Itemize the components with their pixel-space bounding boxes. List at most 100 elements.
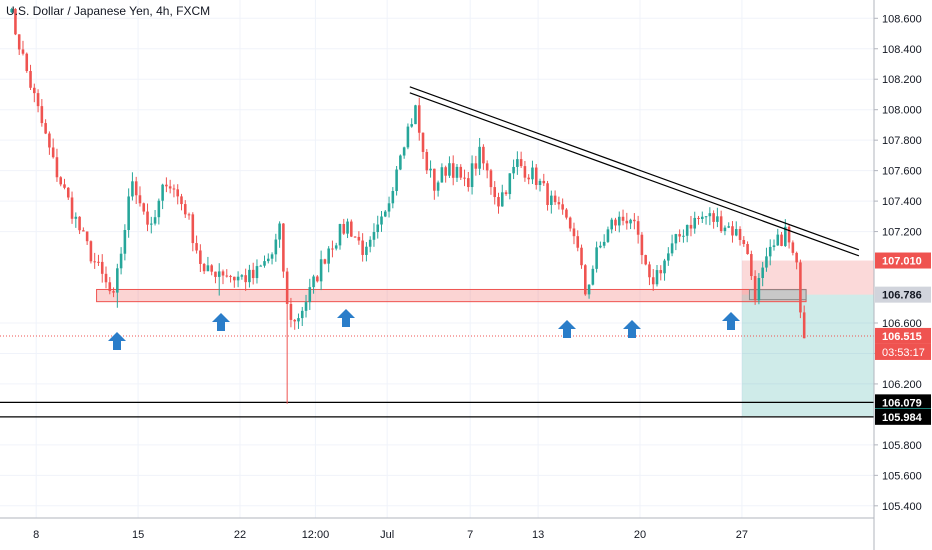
candle-body: [568, 217, 572, 229]
entry-marker: [748, 289, 807, 301]
candle-body: [51, 147, 55, 158]
candle-body: [236, 276, 240, 281]
candle-body: [248, 269, 251, 283]
candle-body: [399, 155, 402, 170]
candle-body: [372, 232, 376, 240]
candle-body: [787, 226, 791, 243]
candle-body: [753, 276, 757, 301]
candle-body: [338, 224, 342, 246]
candle-body: [233, 276, 236, 281]
candle-body: [150, 223, 153, 225]
price-tick-label: 108.400: [882, 44, 922, 56]
candle-body: [742, 239, 746, 245]
candle-body: [319, 259, 323, 282]
candle-body: [440, 167, 444, 183]
candle-body: [433, 168, 436, 191]
candle-body: [489, 170, 493, 188]
candle-body: [66, 187, 70, 198]
price-label-bg: [875, 408, 931, 425]
candle-body: [48, 133, 51, 148]
candle-body: [802, 312, 806, 339]
candle-body: [29, 71, 32, 88]
candle-body: [621, 216, 625, 221]
candle-body: [63, 184, 66, 188]
candle-body: [383, 211, 387, 217]
candle-body: [17, 34, 21, 50]
candle-body: [576, 236, 580, 248]
candle-body: [127, 196, 130, 231]
price-tick-label: 106.200: [882, 379, 922, 391]
candle-body: [210, 265, 213, 272]
candle-body: [591, 268, 595, 285]
candle-body: [538, 180, 542, 186]
candle-body: [542, 180, 546, 184]
candle-body: [595, 247, 598, 269]
candle-body: [300, 310, 304, 319]
candle-body: [614, 219, 617, 226]
candle-body: [244, 275, 247, 283]
candle-body: [640, 234, 644, 256]
candle-body: [368, 239, 372, 247]
candle-body: [776, 234, 780, 246]
candle-body: [599, 245, 602, 248]
candle-body: [761, 267, 764, 279]
candle-body: [251, 269, 255, 279]
price-tick-label: 107.800: [882, 135, 922, 147]
candle-body: [467, 178, 470, 188]
candle-body: [206, 265, 210, 272]
time-tick-label: 15: [132, 529, 144, 541]
candle-body: [750, 254, 753, 277]
candle-body: [112, 291, 115, 293]
price-label: 105.984: [882, 412, 923, 424]
candle-body: [553, 195, 557, 203]
price-tick-label: 105.600: [882, 470, 922, 482]
candle-body: [104, 273, 108, 283]
price-axis-background: [874, 0, 932, 550]
time-tick-label: 8: [33, 529, 39, 541]
candle-body: [82, 230, 85, 232]
candle-body: [365, 246, 368, 255]
candle-body: [123, 230, 127, 254]
candle-body: [734, 229, 738, 236]
support-zone: [96, 288, 807, 303]
candle-body: [33, 87, 36, 94]
price-tick-label: 108.600: [882, 13, 922, 25]
price-label-bg: [875, 394, 931, 411]
candle-body: [289, 303, 293, 320]
candle-body: [534, 167, 538, 186]
candle-body: [153, 217, 157, 224]
up-arrow-icon: [337, 309, 355, 327]
candle-body: [482, 146, 485, 164]
candle-body: [667, 253, 670, 261]
candle-body: [214, 271, 217, 277]
candle-body: [100, 261, 104, 274]
candle-body: [180, 196, 183, 205]
candle-body: [410, 124, 413, 127]
candle-body: [746, 244, 749, 255]
candle-body: [202, 263, 206, 272]
candle-body: [780, 234, 783, 246]
candle-body: [470, 163, 474, 188]
candle-body: [331, 248, 334, 250]
candle-body: [142, 203, 146, 212]
candle-body: [617, 216, 621, 226]
candle-body: [799, 262, 802, 313]
candle-body: [221, 271, 225, 276]
price-label: 106.786: [882, 290, 922, 302]
candle-body: [350, 221, 353, 237]
candle-body: [417, 105, 421, 133]
candle-body: [723, 227, 727, 232]
candle-body: [165, 184, 168, 187]
price-tick-label: 105.800: [882, 440, 922, 452]
candle-body: [716, 216, 719, 222]
price-tick-label: 108.200: [882, 74, 922, 86]
candle-body: [131, 181, 134, 197]
candle-body: [285, 271, 289, 304]
candle-body: [323, 259, 327, 264]
candle-body: [757, 278, 761, 301]
candle-body: [531, 167, 534, 180]
candle-body: [199, 250, 202, 264]
